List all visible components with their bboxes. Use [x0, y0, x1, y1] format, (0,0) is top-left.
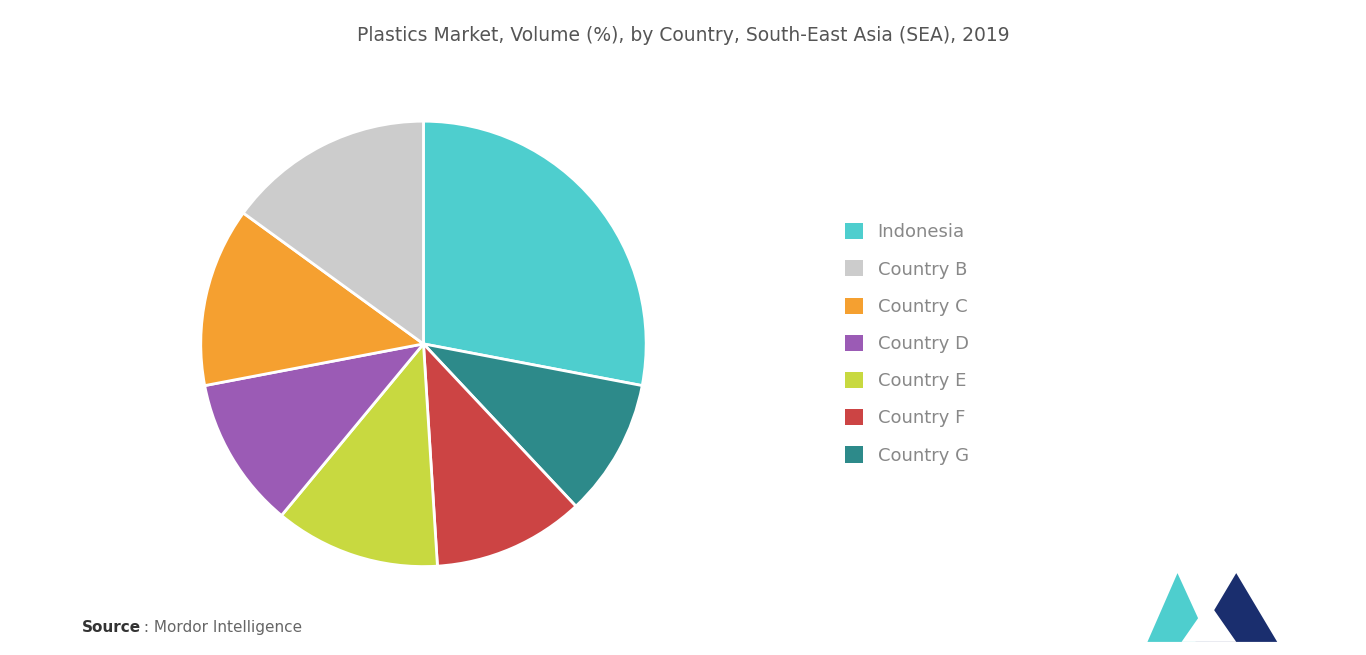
Polygon shape [1195, 573, 1277, 642]
Wedge shape [423, 121, 646, 386]
Text: : Mordor Intelligence: : Mordor Intelligence [139, 620, 302, 635]
Polygon shape [1147, 573, 1209, 642]
Wedge shape [281, 344, 437, 567]
Polygon shape [1182, 603, 1236, 642]
Wedge shape [243, 121, 423, 344]
Wedge shape [423, 344, 576, 566]
Legend: Indonesia, Country B, Country C, Country D, Country E, Country F, Country G: Indonesia, Country B, Country C, Country… [846, 223, 968, 464]
Wedge shape [423, 344, 642, 506]
Text: Source: Source [82, 620, 141, 635]
Wedge shape [205, 344, 423, 515]
Wedge shape [201, 213, 423, 386]
Text: Plastics Market, Volume (%), by Country, South-East Asia (SEA), 2019: Plastics Market, Volume (%), by Country,… [357, 26, 1009, 45]
